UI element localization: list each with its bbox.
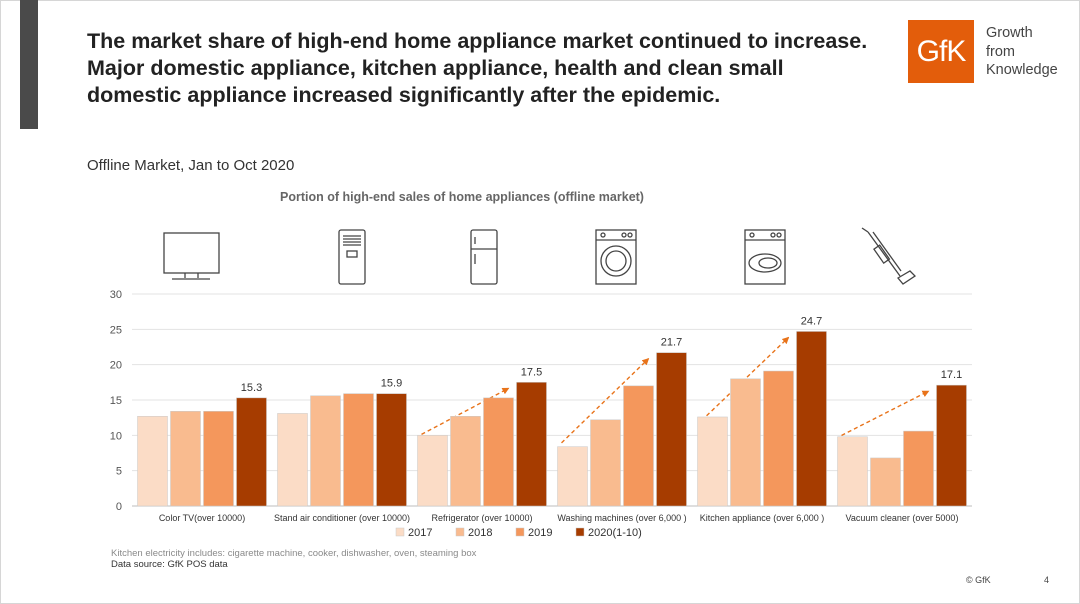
washing-machine-icon <box>595 229 637 285</box>
refrigerator-icon <box>470 229 498 285</box>
legend-label: 2019 <box>528 527 552 539</box>
copyright: © GfK <box>966 575 991 585</box>
bar <box>870 457 901 507</box>
bar <box>936 384 967 507</box>
category-label: Vacuum cleaner (over 5000) <box>846 513 959 523</box>
accent-bar <box>20 0 38 129</box>
slide-title: The market share of high-end home applia… <box>87 29 868 107</box>
bar <box>516 382 547 507</box>
y-tick-label: 20 <box>110 360 122 372</box>
bar <box>557 446 588 507</box>
legend-label: 2020(1-10) <box>588 527 642 539</box>
slide-subtitle: Offline Market, Jan to Oct 2020 <box>87 157 295 174</box>
data-source: Data source: GfK POS data <box>111 559 228 570</box>
bar <box>170 411 201 507</box>
bar <box>697 416 728 507</box>
category-label: Kitchen appliance (over 6,000 ) <box>700 513 825 523</box>
legend-swatch <box>515 527 525 537</box>
bar <box>137 416 168 507</box>
bar <box>837 436 868 507</box>
y-tick-label: 5 <box>116 466 122 478</box>
tv-icon <box>163 232 220 280</box>
page-number: 4 <box>1044 575 1050 585</box>
dishwasher-icon <box>744 229 786 285</box>
y-tick-label: 15 <box>110 395 122 407</box>
data-label: 17.5 <box>521 366 542 378</box>
trend-arrow <box>701 336 790 422</box>
data-label: 17.1 <box>941 369 962 381</box>
gfk-tagline: Growth from Knowledge <box>986 25 1058 78</box>
category-label: Color TV(over 10000) <box>159 513 245 523</box>
bar <box>903 430 934 507</box>
bar <box>763 370 794 507</box>
category-label: Stand air conditioner (over 10000) <box>274 513 410 523</box>
trend-arrow <box>421 387 510 436</box>
vacuum-cleaner-icon <box>861 227 917 285</box>
bar <box>417 435 448 507</box>
legend-label: 2018 <box>468 527 492 539</box>
y-tick-label: 25 <box>110 324 122 336</box>
legend-swatch <box>575 527 585 537</box>
y-tick-label: 10 <box>110 430 122 442</box>
gfk-logo: GfK <box>908 20 974 83</box>
air-conditioner-icon <box>338 229 366 285</box>
chart-title: Portion of high-end sales of home applia… <box>280 190 644 204</box>
footnote: Kitchen electricity includes: cigarette … <box>111 548 477 559</box>
trend-arrow <box>841 390 930 437</box>
bar <box>310 395 341 507</box>
y-tick-label: 0 <box>116 501 122 513</box>
legend-label: 2017 <box>408 527 432 539</box>
bar <box>623 385 654 507</box>
bar <box>450 416 481 507</box>
bar <box>277 413 308 507</box>
legend-swatch <box>455 527 465 537</box>
bar <box>203 411 234 507</box>
data-label: 24.7 <box>801 315 822 327</box>
category-label: Refrigerator (over 10000) <box>431 513 532 523</box>
trend-arrow <box>561 357 650 444</box>
category-label: Washing machines (over 6,000 ) <box>557 513 686 523</box>
bar <box>343 393 374 507</box>
legend-swatch <box>395 527 405 537</box>
bar <box>483 397 514 507</box>
data-label: 21.7 <box>661 337 682 349</box>
bar <box>590 419 621 507</box>
bar <box>796 331 827 507</box>
bar <box>236 397 267 507</box>
data-label: 15.3 <box>241 382 262 394</box>
y-tick-label: 30 <box>110 289 122 301</box>
bar <box>656 352 687 507</box>
bar <box>376 393 407 507</box>
data-label: 15.9 <box>381 378 402 390</box>
bar <box>730 378 761 507</box>
